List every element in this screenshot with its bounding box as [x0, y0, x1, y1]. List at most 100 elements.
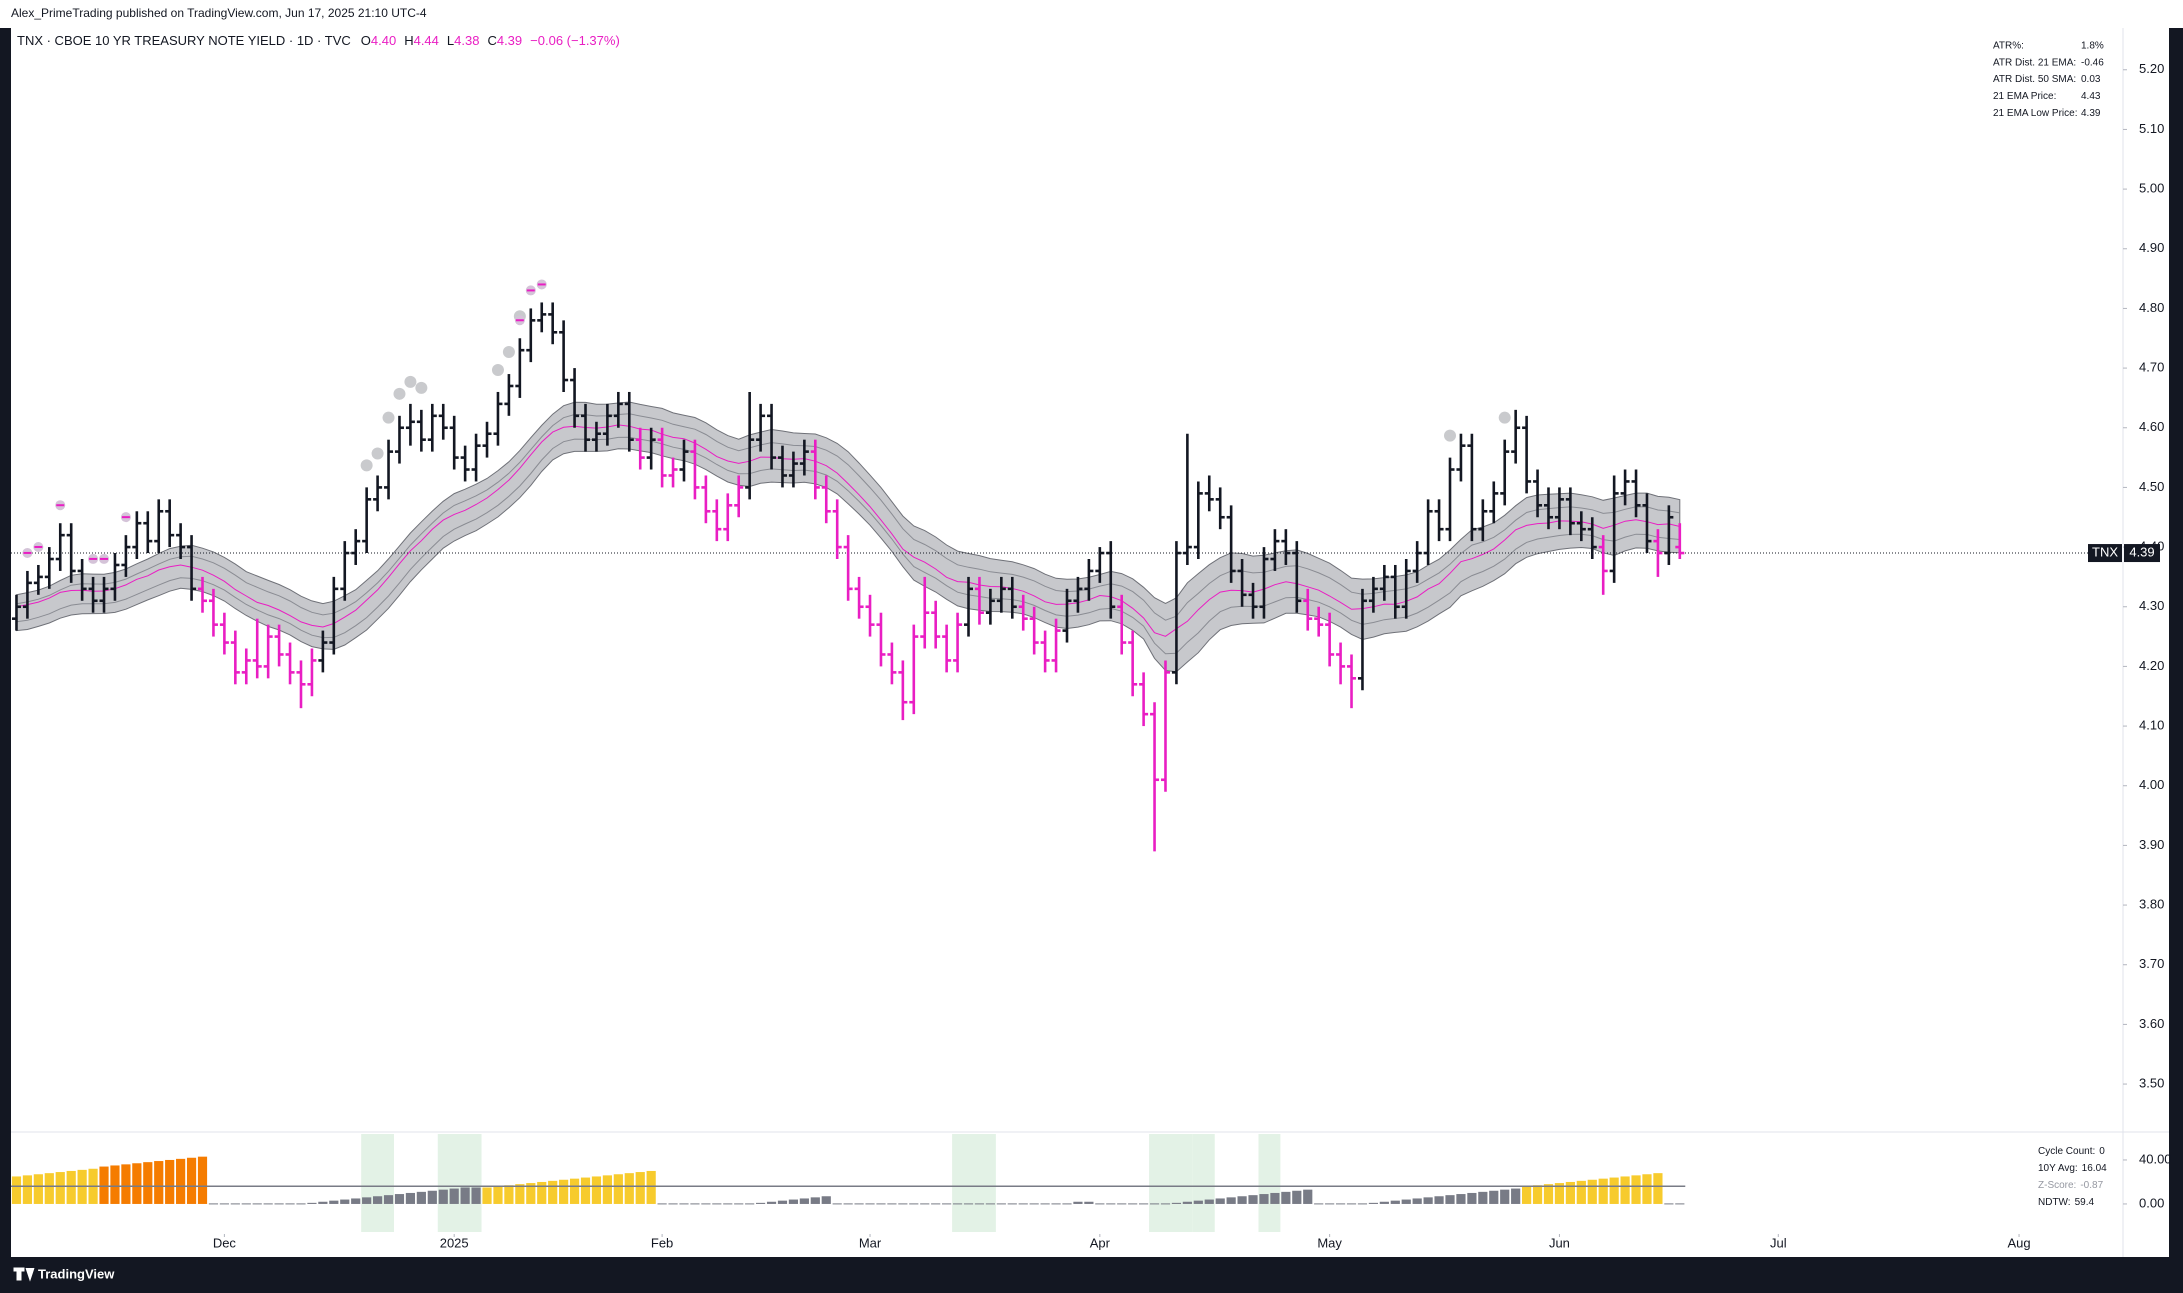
cycle-bar [1664, 1203, 1674, 1205]
cycle-bar [1073, 1201, 1083, 1204]
cycle-bar [219, 1203, 229, 1205]
cycle-bar [438, 1189, 448, 1204]
cycle-bar [121, 1164, 131, 1204]
cycle-bar [1576, 1180, 1586, 1204]
legend-key: L [447, 33, 454, 48]
legend-value: 4.40 [371, 33, 396, 48]
y-tick-label: 4.60 [2139, 419, 2164, 434]
cycle-bar [876, 1203, 886, 1205]
y-tick-label: 3.60 [2139, 1016, 2164, 1031]
cycle-bar [1511, 1188, 1521, 1204]
info-value: 0 [2099, 1146, 2105, 1157]
cycle-bar [952, 1203, 963, 1205]
cycle-bar [1248, 1195, 1258, 1204]
y-tick-label: 4.10 [2139, 718, 2164, 733]
cycle-bar [1204, 1199, 1214, 1204]
info-line: Z-Score: -0.87 [2038, 1180, 2104, 1191]
cycle-bar [1117, 1203, 1127, 1205]
y-tick-label: 4.20 [2139, 658, 2164, 673]
cycle-bar [1237, 1196, 1247, 1204]
cycle-bar [1368, 1202, 1379, 1204]
swing-dot [1444, 429, 1457, 442]
cycle-bar [1379, 1201, 1389, 1204]
cycle-bar [1489, 1190, 1499, 1204]
cycle-bar [362, 1197, 372, 1204]
cycle-bar [602, 1175, 612, 1204]
cycle-bar [99, 1166, 109, 1204]
cycle-bar [1160, 1203, 1171, 1205]
cycle-bar [1139, 1203, 1149, 1205]
stats-label: ATR Dist. 21 EMA: [1993, 57, 2076, 68]
cycle-bar [1149, 1203, 1160, 1205]
cycle-bar [515, 1184, 525, 1204]
swing-dot [1498, 411, 1511, 424]
cycle-bar [777, 1200, 788, 1204]
cycle-bar [591, 1176, 602, 1204]
swing-dot [491, 363, 504, 376]
cycle-bar [143, 1162, 153, 1204]
cycle-bar [1259, 1194, 1269, 1204]
cycle-bar [799, 1198, 809, 1204]
y-tick-label: 4.90 [2139, 240, 2164, 255]
y2-tick-label: 0.00 [2139, 1195, 2164, 1210]
y-tick-label: 3.80 [2139, 897, 2164, 912]
cycle-bar [1357, 1203, 1368, 1205]
cycle-bar [1445, 1195, 1455, 1204]
cycle-bar [1554, 1183, 1565, 1204]
cycle-bar [1620, 1176, 1630, 1204]
y-tick-label: 4.70 [2139, 360, 2164, 375]
cycle-bar [482, 1187, 492, 1204]
cycle-bar [1609, 1177, 1619, 1204]
cycle-bar [176, 1158, 186, 1204]
cycle-bar [1532, 1185, 1543, 1204]
highlight [1149, 1134, 1193, 1232]
cycle-bar [55, 1172, 65, 1204]
cycle-bar [1642, 1174, 1652, 1204]
ema-inner-low [16, 436, 1680, 655]
stats-label: 21 EMA Low Price: [1993, 108, 2077, 119]
info-label: NDTW: [2038, 1197, 2071, 1208]
x-tick-label: Jun [1549, 1235, 1570, 1250]
cycle-bar [1106, 1203, 1116, 1205]
y-tick-label: 3.90 [2139, 837, 2164, 852]
cycle-bar [1423, 1197, 1433, 1204]
cycle-bar [504, 1185, 514, 1204]
highlight [437, 1134, 482, 1232]
x-tick-label: Mar [859, 1235, 882, 1250]
cycle-bar [734, 1203, 744, 1205]
stats-value: 1.8% [2081, 41, 2104, 52]
symbol-title: TNX · CBOE 10 YR TREASURY NOTE YIELD · 1… [17, 33, 351, 48]
highlight [1258, 1134, 1281, 1232]
stats-value: 4.39 [2081, 108, 2101, 119]
cycle-bar [548, 1180, 558, 1204]
price-tag-symbol [2088, 544, 2122, 563]
cycle-bar [679, 1203, 689, 1205]
cycle-bar [372, 1196, 383, 1204]
cycle-bar [1007, 1203, 1017, 1205]
cycle-bar [471, 1187, 481, 1204]
cycle-bar [1412, 1198, 1422, 1204]
cycle-bar [1062, 1203, 1072, 1205]
stats-label: ATR%: [1993, 41, 2024, 52]
cycle-bar [1040, 1203, 1050, 1205]
x-tick-label: May [1317, 1235, 1342, 1250]
cycle-bar [285, 1203, 295, 1205]
info-line: Cycle Count: 0 [2038, 1146, 2105, 1157]
swing-dot [371, 447, 384, 460]
cycle-bar [165, 1159, 175, 1204]
x-tick-label: 2025 [440, 1235, 469, 1250]
ema-inner-high [16, 413, 1680, 621]
cycle-bar [1215, 1198, 1225, 1204]
legend-key: H [404, 33, 413, 48]
brand[interactable]: TradingView [38, 1266, 115, 1281]
cycle-bar [1303, 1189, 1313, 1204]
brand-logo [13, 1267, 35, 1282]
legend-value: 4.39 [497, 33, 522, 48]
cycle-bar [526, 1183, 536, 1204]
ema-mid [16, 424, 1680, 637]
cycle-bar [1314, 1203, 1324, 1205]
cycle-bar [22, 1175, 33, 1204]
y-tick-label: 4.80 [2139, 300, 2164, 315]
